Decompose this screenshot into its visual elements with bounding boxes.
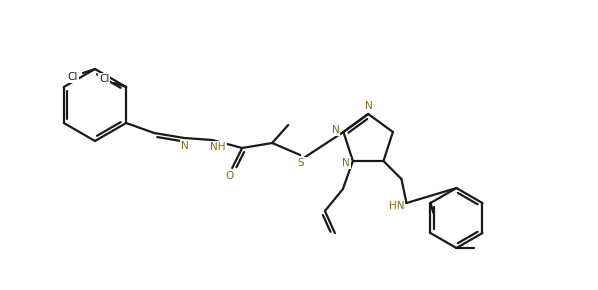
Text: NH: NH bbox=[210, 142, 226, 152]
Text: N: N bbox=[331, 125, 339, 135]
Text: N: N bbox=[342, 158, 350, 168]
Text: N: N bbox=[365, 101, 373, 111]
Text: N: N bbox=[181, 141, 189, 151]
Text: S: S bbox=[298, 158, 304, 168]
Text: HN: HN bbox=[389, 201, 404, 211]
Text: Cl: Cl bbox=[99, 74, 109, 84]
Text: O: O bbox=[225, 171, 233, 181]
Text: Cl: Cl bbox=[68, 72, 78, 82]
